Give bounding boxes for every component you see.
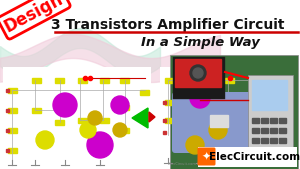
Circle shape <box>190 65 206 81</box>
Circle shape <box>53 93 77 117</box>
FancyBboxPatch shape <box>173 57 225 99</box>
Bar <box>252 80 287 110</box>
Bar <box>78 118 87 123</box>
Bar <box>32 108 41 113</box>
Bar <box>252 138 259 143</box>
Bar <box>32 78 41 83</box>
Bar <box>261 138 268 143</box>
Bar <box>185 78 194 83</box>
Bar <box>225 78 234 83</box>
Bar <box>8 108 17 113</box>
Bar <box>100 78 109 83</box>
Bar <box>185 105 194 110</box>
Bar <box>261 118 268 123</box>
Bar <box>8 148 17 153</box>
Bar <box>6 109 9 112</box>
Bar <box>279 138 286 143</box>
Bar <box>140 90 149 95</box>
Bar <box>205 112 214 117</box>
Bar <box>120 105 129 110</box>
Bar <box>6 149 9 152</box>
Circle shape <box>193 68 203 78</box>
Bar <box>163 131 166 134</box>
Polygon shape <box>132 108 148 128</box>
Bar <box>100 118 109 123</box>
FancyBboxPatch shape <box>197 148 215 165</box>
Bar <box>8 88 17 93</box>
Text: ✦: ✦ <box>202 152 211 162</box>
FancyBboxPatch shape <box>198 147 297 167</box>
Bar <box>185 130 194 135</box>
Bar <box>252 118 259 123</box>
Bar <box>165 100 174 105</box>
FancyBboxPatch shape <box>170 55 298 169</box>
Bar <box>78 78 87 83</box>
FancyBboxPatch shape <box>160 67 260 167</box>
FancyBboxPatch shape <box>248 75 293 155</box>
Bar <box>205 130 214 135</box>
Bar <box>261 128 268 133</box>
Text: ElecCircuit.com Amplifier Schematic: ElecCircuit.com Amplifier Schematic <box>168 162 232 166</box>
Text: In a Simple Way: In a Simple Way <box>141 36 260 49</box>
Bar <box>270 138 277 143</box>
Circle shape <box>190 88 210 108</box>
Bar <box>175 59 221 87</box>
Bar <box>55 78 64 83</box>
FancyBboxPatch shape <box>172 92 253 153</box>
Text: ElecCircuit.com: ElecCircuit.com <box>209 152 300 162</box>
Bar <box>55 120 64 125</box>
Text: Design: Design <box>2 0 67 35</box>
Circle shape <box>88 111 102 125</box>
Circle shape <box>80 122 96 138</box>
Circle shape <box>209 121 227 139</box>
Bar <box>6 89 9 92</box>
Bar <box>270 118 277 123</box>
Bar <box>205 78 214 83</box>
Bar <box>279 128 286 133</box>
Circle shape <box>87 132 113 158</box>
Bar <box>6 129 9 132</box>
Bar <box>163 101 166 104</box>
Circle shape <box>36 131 54 149</box>
Bar <box>163 119 166 122</box>
Circle shape <box>186 136 204 154</box>
Bar <box>210 115 228 127</box>
Bar <box>252 128 259 133</box>
Circle shape <box>113 123 127 137</box>
Bar <box>165 118 174 123</box>
Circle shape <box>111 96 129 114</box>
FancyBboxPatch shape <box>3 67 151 167</box>
Bar <box>120 128 129 133</box>
Text: 3 Transistors Amplifier Circuit: 3 Transistors Amplifier Circuit <box>51 18 285 32</box>
Bar <box>270 128 277 133</box>
Bar <box>8 128 17 133</box>
Bar <box>279 118 286 123</box>
Bar <box>120 78 129 83</box>
Bar <box>165 78 174 83</box>
Polygon shape <box>149 112 155 122</box>
